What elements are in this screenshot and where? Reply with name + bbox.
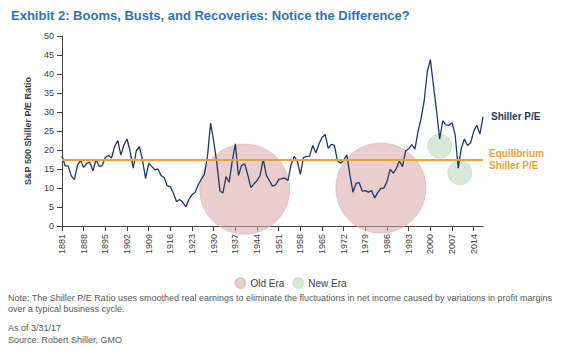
svg-text:1958: 1958 — [295, 234, 305, 254]
svg-text:1986: 1986 — [382, 234, 392, 254]
svg-text:50: 50 — [44, 31, 54, 41]
svg-text:10: 10 — [44, 183, 54, 193]
svg-text:40: 40 — [44, 69, 54, 79]
svg-text:0: 0 — [49, 221, 54, 231]
svg-text:1923: 1923 — [187, 234, 197, 254]
svg-text:15: 15 — [44, 164, 54, 174]
svg-text:1888: 1888 — [79, 234, 89, 254]
svg-text:1965: 1965 — [317, 234, 327, 254]
svg-text:As of 3/31/17: As of 3/31/17 — [8, 323, 61, 333]
svg-text:30: 30 — [44, 107, 54, 117]
svg-text:1993: 1993 — [404, 234, 414, 254]
svg-text:1916: 1916 — [165, 234, 175, 254]
svg-text:1937: 1937 — [230, 234, 240, 254]
svg-text:1909: 1909 — [144, 234, 154, 254]
svg-text:1930: 1930 — [209, 234, 219, 254]
svg-text:1944: 1944 — [252, 234, 262, 254]
svg-text:Shiller P/E: Shiller P/E — [491, 111, 541, 122]
svg-text:Note: The Shiller P/E Ratio us: Note: The Shiller P/E Ratio uses smoothe… — [8, 293, 555, 303]
svg-text:25: 25 — [44, 126, 54, 136]
svg-text:5: 5 — [49, 202, 54, 212]
svg-text:Source: Robert Shiller, GMO: Source: Robert Shiller, GMO — [8, 335, 122, 345]
svg-text:1895: 1895 — [100, 234, 110, 254]
svg-text:45: 45 — [44, 50, 54, 60]
svg-text:35: 35 — [44, 88, 54, 98]
svg-text:Exhibit 2: Booms, Busts, and R: Exhibit 2: Booms, Busts, and Recoveries:… — [11, 8, 410, 23]
svg-text:Equilibrium: Equilibrium — [489, 148, 547, 159]
svg-text:2007: 2007 — [447, 234, 457, 254]
svg-text:1902: 1902 — [122, 234, 132, 254]
svg-text:New Era: New Era — [308, 278, 347, 289]
svg-text:1972: 1972 — [339, 234, 349, 254]
svg-text:Shiller P/E: Shiller P/E — [489, 160, 539, 171]
svg-text:1951: 1951 — [274, 234, 284, 254]
svg-text:Old Era: Old Era — [250, 278, 284, 289]
svg-text:over a typical business cycle.: over a typical business cycle. — [8, 304, 125, 314]
svg-text:1881: 1881 — [57, 234, 67, 254]
svg-text:2000: 2000 — [425, 234, 435, 254]
svg-text:S&P 500 Shiller P/E Ratio: S&P 500 Shiller P/E Ratio — [23, 77, 33, 185]
svg-text:2014: 2014 — [469, 234, 479, 254]
svg-text:1979: 1979 — [360, 234, 370, 254]
svg-text:20: 20 — [44, 145, 54, 155]
